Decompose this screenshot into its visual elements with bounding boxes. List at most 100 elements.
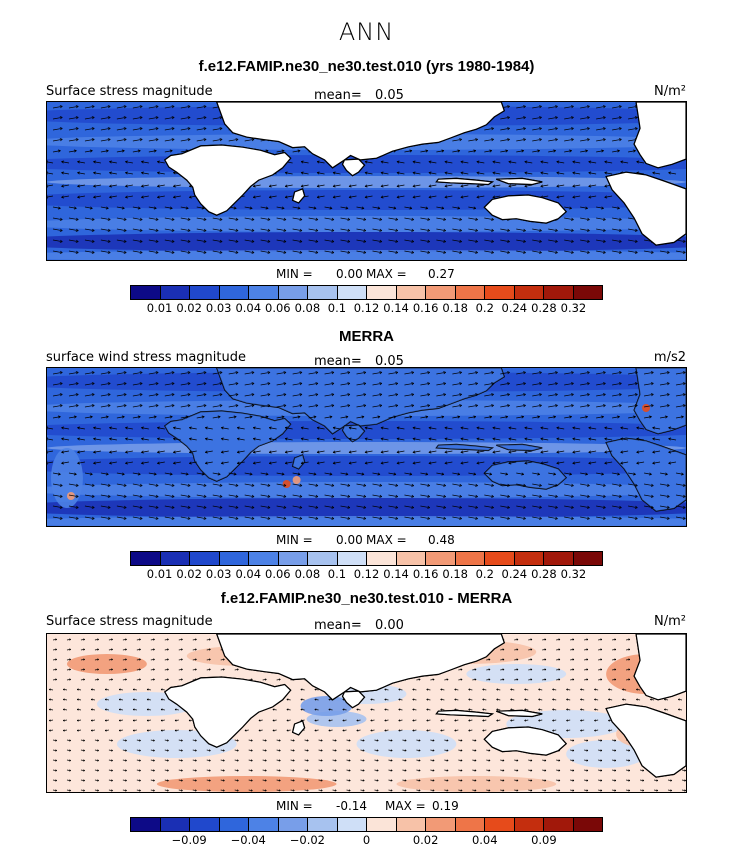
panel-2-map: [46, 367, 687, 527]
colorbar-swatch: [308, 818, 338, 831]
colorbar-tick-label: 0.04: [235, 567, 262, 581]
colorbar-swatch: [455, 818, 485, 831]
panel-1-map: [46, 101, 687, 261]
panel-3-colorbar: [130, 817, 603, 832]
colorbar-tick-label: 0.28: [531, 567, 557, 581]
colorbar-swatch: [367, 818, 397, 831]
colorbar-swatch: [337, 818, 367, 831]
colorbar-tick-label: 0.16: [412, 567, 439, 581]
colorbar-swatch: [249, 552, 279, 565]
colorbar-tick-label: −0.02: [289, 833, 325, 847]
colorbar-swatch: [573, 552, 602, 565]
colorbar-swatch: [131, 818, 161, 831]
colorbar-swatch: [160, 552, 190, 565]
colorbar-swatch: [219, 818, 249, 831]
panel-1-colorbar-ticks: 0.01 0.02 0.03 0.04 0.06 0.08 0.1 0.12 0.14 0.16 0…: [130, 301, 603, 315]
panel-2-mean-value: 0.05: [375, 354, 404, 369]
colorbar-tick-label: 0.16: [412, 301, 439, 315]
panel-2-mean-label: mean=: [314, 354, 362, 369]
colorbar-tick-label: 0.09: [531, 833, 557, 847]
colorbar-tick-label: 0.03: [205, 301, 232, 315]
colorbar-swatch: [396, 818, 426, 831]
colorbar-swatch: [219, 286, 249, 299]
colorbar-swatch: [160, 818, 190, 831]
colorbar-swatch: [544, 552, 574, 565]
panel-2-max-label: MAX =: [366, 533, 407, 547]
colorbar-tick-label: 0.2: [475, 301, 494, 315]
colorbar-swatch: [131, 552, 161, 565]
panel-1-min-value: 0.00: [336, 267, 363, 281]
colorbar-tick-label: 0.18: [442, 301, 468, 315]
colorbar-swatch: [514, 286, 544, 299]
colorbar-tick-label: 0.12: [353, 567, 380, 581]
colorbar-tick-label: 0.08: [294, 567, 321, 581]
colorbar-tick-label: 0.04: [235, 301, 262, 315]
panel-2-min-value: 0.00: [336, 533, 363, 547]
colorbar-swatch: [249, 286, 279, 299]
colorbar-swatch: [485, 286, 515, 299]
panel-3-map: [46, 633, 687, 793]
panel-1-mean-label: mean=: [314, 88, 362, 103]
colorbar-swatch: [160, 286, 190, 299]
colorbar-tick-label: −0.09: [171, 833, 207, 847]
colorbar-tick-label: 0.04: [471, 833, 498, 847]
colorbar-swatch: [573, 286, 602, 299]
colorbar-swatch: [367, 286, 397, 299]
colorbar-swatch: [337, 552, 367, 565]
panel-2-units: m/s2: [653, 350, 686, 365]
panel-1-mean-value: 0.05: [375, 88, 404, 103]
panel-2-title: MERRA: [339, 328, 394, 345]
colorbar-swatch: [426, 552, 456, 565]
colorbar-swatch: [278, 818, 308, 831]
colorbar-swatch: [485, 818, 515, 831]
panel-3-field-label: Surface stress magnitude: [46, 614, 213, 629]
colorbar-swatch: [190, 552, 220, 565]
colorbar-swatch: [308, 552, 338, 565]
panel-1-field-label: Surface stress magnitude: [46, 84, 213, 99]
colorbar-tick-label: −0.04: [230, 833, 266, 847]
colorbar-swatch: [367, 552, 397, 565]
panel-3-colorbar-ticks: −0.09 −0.04 −0.02 0 0.02 0.04 0.09: [130, 833, 603, 847]
colorbar-tick-label: 0.32: [560, 567, 587, 581]
panel-1-max-label: MAX =: [366, 267, 407, 281]
panel-3-title: f.e12.FAMIP.ne30_ne30.test.010 - MERRA: [220, 590, 513, 607]
colorbar-swatch: [455, 552, 485, 565]
colorbar-swatch: [573, 818, 602, 831]
panel-3-mean-label: mean=: [314, 618, 362, 633]
colorbar-tick-label: 0.24: [501, 567, 528, 581]
colorbar-tick-label: 0.02: [176, 301, 202, 315]
colorbar-swatch: [455, 286, 485, 299]
colorbar-swatch: [190, 286, 220, 299]
panel-3-units: N/m²: [654, 614, 686, 629]
panel-1-colorbar: [130, 285, 603, 300]
panel-2-field-label: surface wind stress magnitude: [46, 350, 246, 365]
panel-3-min-label: MIN =: [276, 799, 313, 813]
colorbar-swatch: [308, 286, 338, 299]
colorbar-tick-label: 0.14: [383, 301, 409, 315]
colorbar-swatch: [131, 286, 161, 299]
colorbar-tick-label: 0.1: [327, 301, 347, 315]
colorbar-swatch: [426, 818, 456, 831]
panel-2-min-label: MIN =: [276, 533, 313, 547]
colorbar-tick-label: 0.02: [176, 567, 202, 581]
colorbar-swatch: [396, 286, 426, 299]
panel-3-max-value: 0.19: [432, 799, 459, 813]
colorbar-tick-label: 0.03: [205, 567, 232, 581]
panel-1-units: N/m²: [654, 84, 686, 99]
colorbar-swatch: [514, 818, 544, 831]
colorbar-swatch: [190, 818, 220, 831]
colorbar-tick-label: 0.01: [146, 301, 173, 315]
colorbar-swatch: [249, 818, 279, 831]
panel-1-min-label: MIN =: [276, 267, 313, 281]
colorbar-tick-label: 0.06: [265, 301, 291, 315]
colorbar-swatch: [544, 818, 574, 831]
colorbar-tick-label: 0.18: [442, 567, 468, 581]
colorbar-swatch: [544, 286, 574, 299]
colorbar-swatch: [337, 286, 367, 299]
colorbar-swatch: [278, 286, 308, 299]
colorbar-tick-label: 0.02: [412, 833, 439, 847]
panel-3-max-label: MAX =: [385, 799, 426, 813]
colorbar-tick-label: 0.14: [383, 567, 409, 581]
colorbar-tick-label: 0: [362, 833, 371, 847]
panel-2-colorbar-ticks: 0.01 0.02 0.03 0.04 0.06 0.08 0.1 0.12 0.14 0.16 0…: [130, 567, 603, 581]
